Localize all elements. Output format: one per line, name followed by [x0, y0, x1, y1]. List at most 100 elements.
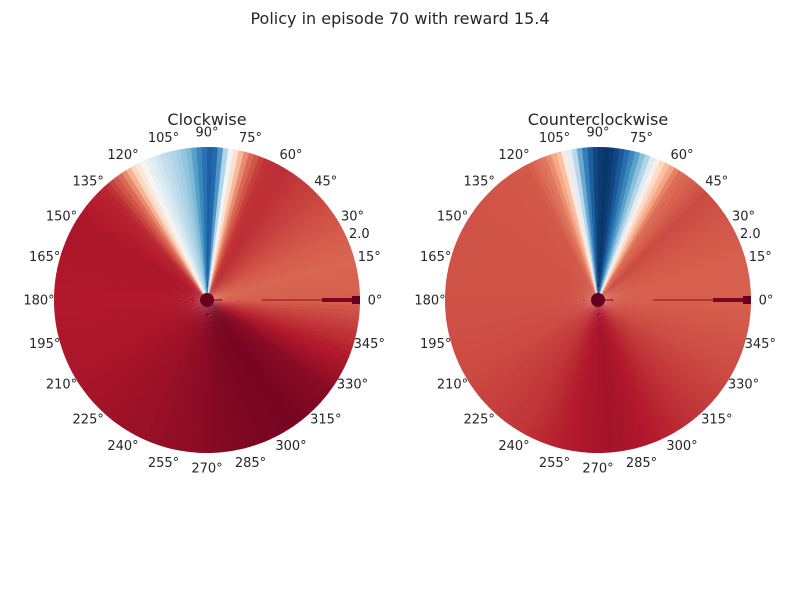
angular-tick-label: 30°: [341, 210, 364, 225]
angular-tick-label: 150°: [46, 210, 77, 225]
heatmap-wedge: [112, 300, 207, 425]
heatmap-wedge: [458, 300, 598, 369]
angular-tick-label: 45°: [705, 175, 728, 190]
heatmap-wedge: [64, 237, 208, 300]
heatmap-wedge: [207, 147, 229, 300]
heatmap-wedge: [144, 300, 207, 443]
heatmap-wedge: [498, 179, 598, 300]
heatmap-wedge: [207, 300, 341, 382]
angular-tick-label: 285°: [626, 456, 657, 471]
heatmap-wedge: [207, 300, 355, 348]
heatmap-wedge: [54, 278, 208, 300]
heatmap-wedge: [490, 186, 598, 300]
heatmap-wedge: [130, 300, 207, 436]
heatmap-wedge: [598, 300, 739, 368]
heatmap-wedge: [121, 300, 207, 431]
heatmap-wedge: [207, 300, 360, 316]
heatmap-wedge: [154, 300, 207, 446]
heatmap-wedge: [555, 300, 598, 449]
heatmap-wedge: [67, 300, 207, 369]
center-dot: [591, 293, 605, 307]
heatmap-wedge: [80, 300, 207, 391]
heatmap-wedge: [598, 149, 630, 300]
heatmap-wedge: [487, 300, 598, 411]
heatmap-wedge: [598, 154, 651, 300]
heatmap-wedge: [452, 247, 598, 300]
angular-tick-label: 150°: [437, 210, 468, 225]
heatmap-wedge: [207, 300, 332, 395]
heatmap-wedge: [598, 300, 744, 353]
heatmap-wedge: [598, 300, 671, 438]
heatmap-wedge: [61, 247, 207, 300]
heatmap-wedge: [545, 300, 598, 446]
heatmap-wedge: [449, 257, 598, 300]
heatmap-wedge: [86, 300, 207, 400]
heatmap-wedge: [180, 300, 207, 452]
heatmap-wedge: [598, 300, 716, 403]
angular-tick-label: 240°: [498, 439, 529, 454]
heatmap-wedge: [207, 300, 359, 327]
radial-tick-label: 2.0: [349, 227, 370, 242]
heatmap-wedge: [135, 300, 207, 438]
heatmap-wedge: [598, 300, 723, 395]
angular-tick-label: 60°: [670, 148, 693, 163]
heatmap-wedge: [477, 300, 598, 400]
heatmap-wedge: [446, 273, 598, 300]
heatmap-wedge: [103, 182, 207, 300]
heatmap-wedge: [487, 189, 598, 300]
heatmap-wedge: [69, 228, 208, 300]
heatmap-wedge: [207, 178, 306, 300]
heatmap-wedge: [455, 237, 598, 300]
heatmap-wedge: [58, 257, 207, 300]
heatmap-wedge: [207, 300, 325, 403]
heatmap-wedge: [598, 300, 713, 407]
heatmap-wedge: [164, 300, 207, 449]
heatmap-wedge: [526, 300, 598, 438]
heatmap-wedge: [205, 146, 213, 300]
heatmap-wedge: [207, 147, 218, 300]
heatmap-wedge: [207, 300, 352, 358]
heatmap-wedge: [207, 152, 255, 300]
angular-tick-label: 15°: [749, 250, 772, 265]
heatmap-wedge: [598, 159, 666, 300]
heatmap-wedge: [465, 300, 598, 382]
heatmap-wedge: [448, 262, 598, 300]
angular-tick-label: 90°: [586, 126, 609, 141]
heatmap-wedge: [207, 300, 294, 430]
heatmap-wedge: [598, 166, 680, 300]
heatmap-wedge: [207, 300, 298, 427]
heatmap-wedge: [598, 300, 736, 372]
heatmap-wedge: [207, 222, 343, 300]
radial-bar-outer: [322, 298, 360, 302]
heatmap-wedge: [207, 300, 345, 372]
angular-tick-label: 225°: [73, 412, 104, 427]
heatmap-wedge: [89, 197, 207, 300]
heatmap-wedge: [494, 182, 598, 300]
heatmap-wedge: [191, 300, 207, 453]
heatmap-wedge: [207, 300, 280, 438]
heatmap-wedge: [54, 284, 207, 300]
heatmap-wedge: [207, 231, 347, 300]
angular-tick-label: 180°: [414, 294, 445, 309]
heatmap-wedge: [598, 204, 722, 300]
angular-tick-label: 300°: [275, 439, 306, 454]
angular-tick-label: 345°: [354, 337, 385, 352]
heatmap-wedge: [550, 300, 598, 448]
heatmap-wedge: [56, 268, 207, 300]
heatmap-wedge: [207, 300, 350, 363]
subplot-title: Clockwise: [167, 110, 246, 129]
heatmap-wedge: [530, 300, 598, 441]
angular-tick-label: 75°: [239, 131, 262, 146]
heatmap-wedge: [207, 300, 360, 322]
heatmap-wedge: [571, 300, 598, 452]
angular-tick-label: 120°: [498, 148, 529, 163]
angular-tick-label: 165°: [29, 250, 60, 265]
heatmap-wedge: [598, 300, 741, 363]
heatmap-wedge: [104, 300, 207, 418]
heatmap-wedge: [474, 300, 598, 396]
heatmap-wedge: [196, 300, 207, 453]
heatmap-wedge: [175, 300, 207, 451]
heatmap-wedge: [207, 185, 314, 300]
heatmap-wedge: [598, 189, 709, 300]
